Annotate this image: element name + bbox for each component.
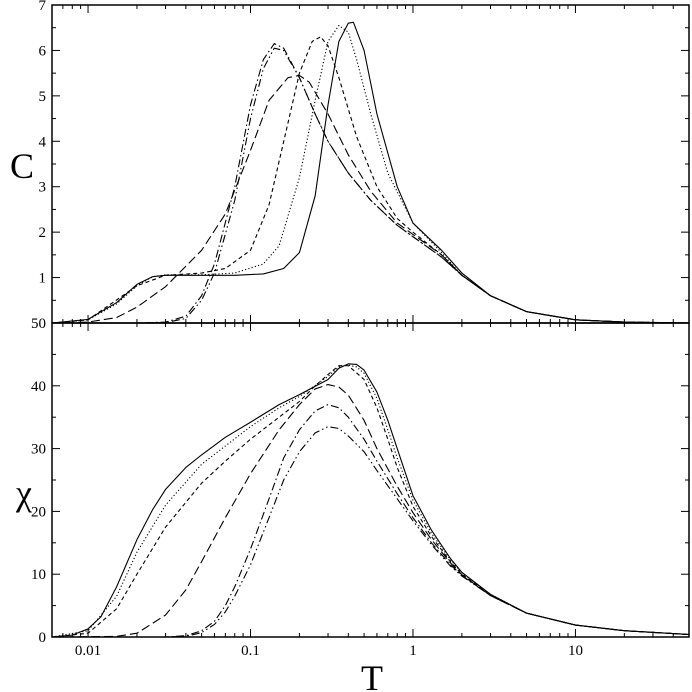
panel-frame-top <box>51 4 690 324</box>
series-line-bottom-5 <box>52 404 690 638</box>
y-axis-label-top: C <box>10 146 34 186</box>
y-tick-label-bottom: 50 <box>31 316 46 332</box>
y-tick-label-top: 5 <box>39 89 47 105</box>
y-tick-label-bottom: 40 <box>31 379 46 395</box>
series-line-top-1 <box>51 21 690 324</box>
series-line-bottom-4 <box>51 383 690 638</box>
y-tick-label-bottom: 0 <box>39 630 47 646</box>
x-tick-label: 10 <box>568 643 583 659</box>
y-tick-label-top: 2 <box>39 225 47 241</box>
y-tick-label-top: 3 <box>39 180 47 196</box>
series-line-top-5 <box>52 43 690 324</box>
y-tick-label-bottom: 10 <box>31 567 46 583</box>
y-axis-label-bottom: χ <box>15 473 32 513</box>
y-tick-label-top: 7 <box>39 0 47 14</box>
series-line-bottom-1 <box>51 363 690 638</box>
series-line-bottom-2 <box>51 364 690 638</box>
y-tick-label-bottom: 20 <box>31 504 46 520</box>
y-tick-label-top: 1 <box>39 271 47 287</box>
x-axis-label: T <box>361 658 383 692</box>
series-line-bottom-3 <box>51 365 690 638</box>
x-tick-label: 0.1 <box>241 643 260 659</box>
plot-layer: 1 2 3 4 5 6 7 0 10 20 30 40 50 0.01 0.1 1 10 <box>31 0 690 659</box>
series-line-bottom-6 <box>52 426 690 638</box>
y-tick-label-top: 6 <box>39 43 47 59</box>
y-tick-label-top: 4 <box>39 134 47 150</box>
series-line-top-2 <box>51 24 690 324</box>
y-tick-label-bottom: 30 <box>31 442 46 458</box>
x-tick-label: 0.01 <box>75 643 101 659</box>
series-line-top-6 <box>52 47 690 324</box>
panel-frame-bottom <box>51 322 690 638</box>
x-tick-label: 1 <box>409 643 417 659</box>
